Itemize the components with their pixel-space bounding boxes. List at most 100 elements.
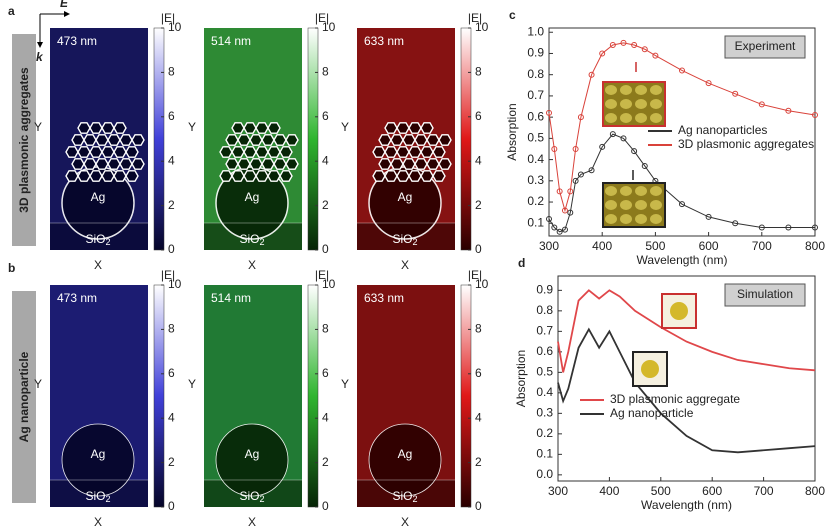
colorbar-tick-label: 4 <box>322 153 329 167</box>
aggregate-cell <box>119 134 133 146</box>
aggregate-cell <box>125 146 139 158</box>
colorbar-tick-label: 2 <box>475 455 482 469</box>
annotation: Experiment <box>735 39 796 53</box>
x-tick-label: 300 <box>548 484 568 498</box>
data-point <box>631 148 638 155</box>
y-tick-label: 0.1 <box>527 215 544 229</box>
aggregate-cell <box>279 146 293 158</box>
aggregate-cell <box>89 122 103 134</box>
data-point <box>599 50 606 57</box>
data-point <box>812 224 818 231</box>
x-axis-label: X <box>248 258 256 272</box>
colorbar-tick-label: 2 <box>322 455 329 469</box>
aggregate-cell <box>77 122 91 134</box>
x-tick-label: 500 <box>651 484 671 498</box>
aggregate-cell <box>225 134 239 146</box>
colorbar-tick-label: 0 <box>322 242 329 256</box>
data-point <box>577 114 584 121</box>
substrate-text: SiO <box>392 489 412 503</box>
aggregate-cell <box>77 170 91 182</box>
inset-grain <box>650 214 662 224</box>
aggregate-cell <box>267 170 281 182</box>
aggregate-cell <box>390 134 404 146</box>
substrate-sub: 2 <box>260 237 265 247</box>
aggregate-cell <box>261 158 275 170</box>
colorbar-title: |E| <box>161 268 175 282</box>
aggregate-cell <box>279 170 293 182</box>
y-axis-title: Absorption <box>514 350 528 407</box>
aggregate-cell <box>378 134 392 146</box>
aggregate-cell <box>77 146 91 158</box>
wavelength: 473 nm <box>57 291 97 305</box>
data-point <box>785 224 792 231</box>
inset-grain <box>605 85 617 95</box>
data-point <box>641 46 648 53</box>
y-tick-label: 0.4 <box>527 152 544 166</box>
aggregate-cell <box>107 158 121 170</box>
y-tick-label: 0.6 <box>527 109 544 123</box>
colorbar-tick-label: 0 <box>168 499 175 513</box>
data-point <box>546 109 552 116</box>
aggregate-cell <box>432 146 446 158</box>
aggregate-cell <box>255 146 269 158</box>
substrate-text: SiO <box>392 232 412 246</box>
colorbar-tick-label: 6 <box>168 366 175 380</box>
substrate-text: SiO <box>239 232 259 246</box>
legend-label: Ag nanoparticles <box>678 123 767 137</box>
data-point <box>641 162 648 169</box>
aggregate-cell <box>131 158 145 170</box>
aggregate-cell <box>384 146 398 158</box>
data-point <box>561 226 568 233</box>
aggregate-cell <box>414 134 428 146</box>
particle-label: Ag <box>245 190 260 204</box>
colorbar <box>460 27 472 251</box>
annotation: Simulation <box>737 287 793 301</box>
aggregate-cell <box>125 170 139 182</box>
legend-label: 3D plasmonic aggregate <box>610 392 740 406</box>
aggregate-cell <box>131 134 145 146</box>
substrate-sub: 2 <box>106 494 111 504</box>
y-axis-label: Y <box>34 377 42 391</box>
aggregate-cell <box>249 158 263 170</box>
aggregate-cell <box>420 122 434 134</box>
substrate-label: SiO2 <box>392 232 417 247</box>
row-bar <box>12 34 36 246</box>
x-axis-label: X <box>401 258 409 272</box>
data-point <box>577 171 584 178</box>
x-axis-label: X <box>94 258 102 272</box>
aggregate-cell <box>396 146 410 158</box>
colorbar <box>460 284 472 508</box>
x-axis-title: Wavelength (nm) <box>641 498 732 512</box>
x-tick-label: 300 <box>539 239 559 253</box>
row-title: 3D plasmonic aggregates <box>17 67 31 213</box>
colorbar-tick-label: 10 <box>475 277 489 291</box>
colorbar-tick-label: 4 <box>168 410 175 424</box>
aggregate-cell <box>65 146 79 158</box>
aggregate-cell <box>255 170 269 182</box>
x-tick-label: 800 <box>805 484 825 498</box>
legend-label: Ag nanoparticle <box>610 406 694 420</box>
aggregate-cell <box>119 158 133 170</box>
series-line <box>557 327 816 454</box>
colorbar-title: |E| <box>468 11 482 25</box>
colorbar-tick-label: 8 <box>475 322 482 336</box>
aggregate-cell <box>426 134 440 146</box>
aggregate-cell <box>396 170 410 182</box>
colorbar <box>153 27 165 251</box>
aggregate-cell <box>113 146 127 158</box>
x-tick-label: 700 <box>754 484 774 498</box>
data-point <box>758 224 765 231</box>
aggregate-cell <box>273 158 287 170</box>
wavelength: 633 nm <box>364 291 404 305</box>
aggregate-cell <box>89 170 103 182</box>
data-point <box>546 216 552 223</box>
colorbar-tick-label: 4 <box>168 153 175 167</box>
inset-grain <box>620 99 632 109</box>
inset-sphere <box>641 360 659 378</box>
aggregate-cell <box>89 146 103 158</box>
x-tick-label: 800 <box>805 239 825 253</box>
substrate-label: SiO2 <box>85 232 110 247</box>
aggregate-cell <box>267 122 281 134</box>
particle-label: Ag <box>91 190 106 204</box>
